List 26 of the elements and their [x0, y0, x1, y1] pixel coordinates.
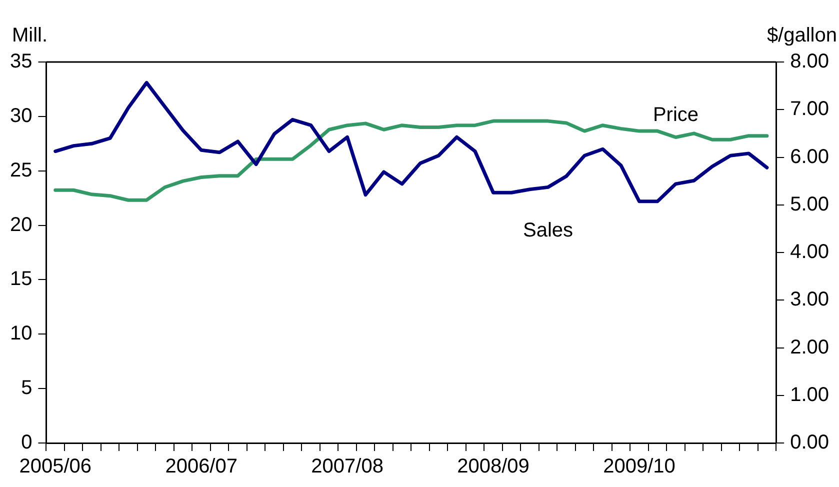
y-tick-label: 30 [10, 104, 32, 127]
y-tick-label: 20 [10, 214, 32, 236]
y-tick-label: 5 [21, 377, 32, 400]
y2-tick-label: 3.00 [790, 288, 830, 311]
y2-tick-label: 0.00 [790, 432, 830, 454]
x-tick-label: 2008/09 [457, 456, 530, 478]
y2-axis-title: $/gallon [766, 24, 837, 47]
y-tick-label: 0 [21, 432, 32, 454]
y2-tick-label: 6.00 [790, 146, 830, 168]
y-tick-label: 25 [10, 159, 32, 182]
y-tick-label: 35 [10, 50, 32, 73]
series-label: Price [652, 104, 699, 126]
y2-tick-label: 7.00 [790, 98, 830, 120]
x-tick-label: 2009/10 [603, 456, 676, 478]
x-tick-label: 2005/06 [19, 456, 92, 478]
x-tick-label: 2006/07 [165, 456, 238, 478]
y-axis-title: Mill. [12, 24, 48, 47]
x-tick-label: 2007/08 [311, 456, 384, 478]
series-label: Sales [522, 220, 574, 242]
y2-tick-label: 2.00 [790, 336, 830, 358]
y-tick-label: 15 [10, 268, 32, 290]
y2-tick-label: 4.00 [790, 241, 830, 264]
y2-tick-label: 8.00 [790, 50, 830, 73]
y2-tick-label: 5.00 [790, 193, 830, 216]
y2-tick-label: 1.00 [790, 384, 830, 406]
y-tick-label: 10 [10, 322, 32, 345]
